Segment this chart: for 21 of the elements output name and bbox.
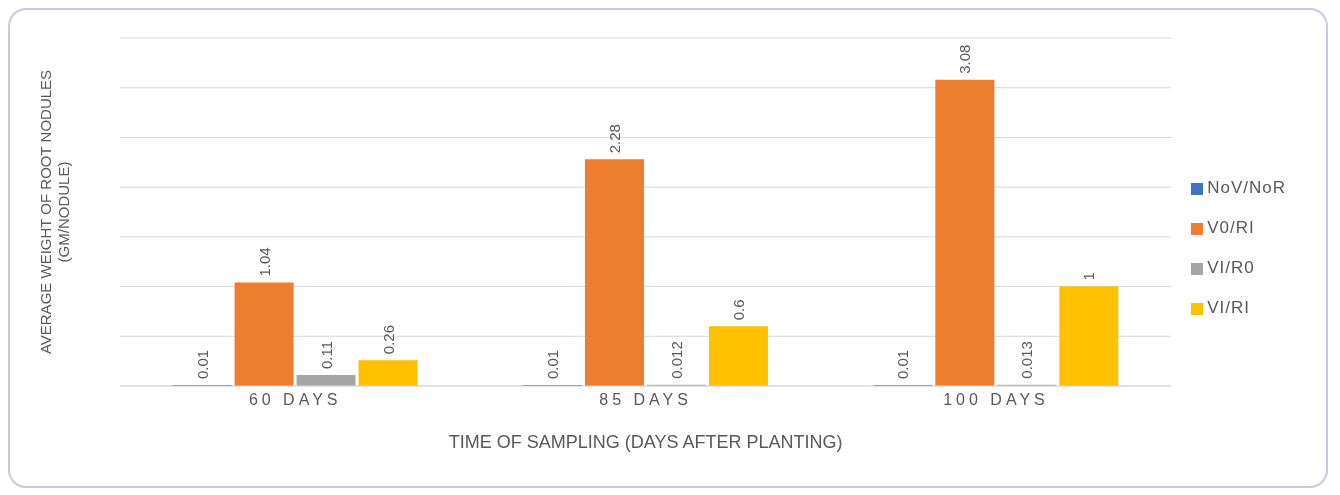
data-label: 0.013 [1018, 341, 1036, 379]
data-label: 0.6 [729, 299, 747, 321]
legend-label: NoV/NoR [1207, 178, 1286, 197]
data-label: 1 [1080, 272, 1098, 281]
legend-label: VI/R0 [1207, 258, 1255, 277]
data-label: 1.04 [255, 247, 273, 277]
x-tick-label: 60 DAYS [248, 391, 342, 409]
x-tick-label: 85 DAYS [599, 391, 692, 409]
data-label: 3.08 [956, 44, 974, 74]
data-label: 0.26 [379, 324, 397, 355]
data-label: 0.11 [317, 340, 335, 370]
legend-label: VI/RI [1207, 298, 1250, 317]
y-axis-title: AVERAGE WEIGHT OF ROOT NODULES (GM/NODULE) [37, 69, 72, 355]
data-label: 0.01 [894, 349, 912, 380]
data-label: 0.01 [543, 349, 561, 380]
data-label: 0.012 [667, 341, 685, 379]
data-label: 0.01 [193, 349, 211, 380]
x-axis-title: TIME OF SAMPLING (DAYS AFTER PLANTING) [448, 432, 843, 452]
legend-label: V0/RI [1207, 218, 1255, 237]
data-label: 2.28 [605, 124, 623, 154]
x-tick-label: 100 DAYS [943, 391, 1049, 409]
